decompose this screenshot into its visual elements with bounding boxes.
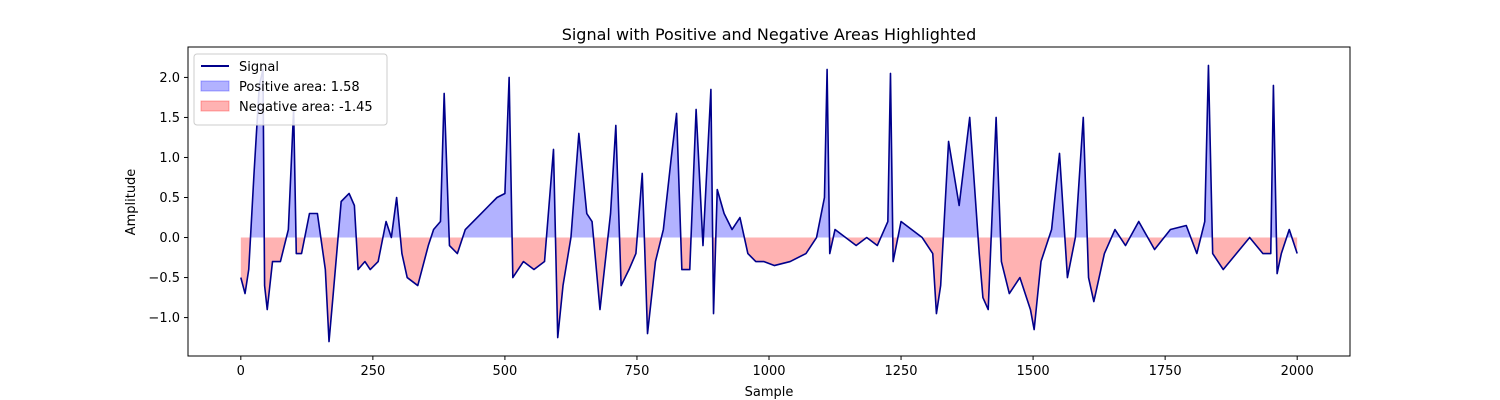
x-axis-title: Sample <box>745 385 794 400</box>
legend-positive-swatch <box>200 80 230 92</box>
x-tick-label: 1750 <box>1149 364 1182 379</box>
y-axis-title: Amplitude <box>124 169 139 236</box>
signal-line <box>240 64 1298 343</box>
signal-line-group <box>240 64 1298 343</box>
y-tick-label: 0.0 <box>159 231 180 246</box>
x-axis: 0 250 500 750 1000 1250 1500 1750 2000 <box>237 356 1314 379</box>
y-tick-label: 1.5 <box>159 111 180 126</box>
y-tick-label: 1.0 <box>159 151 180 166</box>
legend-frame <box>193 53 388 126</box>
y-tick-label: −1.0 <box>148 311 180 326</box>
positive-area-fill <box>250 65 1292 238</box>
x-tick-label: 500 <box>492 364 517 379</box>
x-tick-label: 0 <box>237 364 245 379</box>
legend-negative-swatch <box>200 100 230 112</box>
x-tick-label: 1500 <box>1017 364 1050 379</box>
x-tick-label: 1250 <box>884 364 917 379</box>
legend-positive-label: Positive area: 1.58 <box>239 80 360 95</box>
x-tick-label: 2000 <box>1281 364 1314 379</box>
negative-area-fill <box>240 237 1298 342</box>
y-tick-label: 2.0 <box>159 71 180 86</box>
y-tick-label: −0.5 <box>148 271 180 286</box>
y-tick-label: 0.5 <box>159 191 180 206</box>
legend-signal-label: Signal <box>239 60 279 75</box>
legend-negative-label: Negative area: -1.45 <box>239 100 373 115</box>
y-axis: −1.0 −0.5 0.0 0.5 1.0 1.5 2.0 <box>148 71 188 326</box>
x-tick-label: 750 <box>625 364 650 379</box>
x-tick-label: 1000 <box>752 364 785 379</box>
chart-title: Signal with Positive and Negative Areas … <box>562 25 977 44</box>
x-tick-label: 250 <box>360 364 385 379</box>
area-fills <box>240 65 1298 342</box>
legend: Signal Positive area: 1.58 Negative area… <box>193 53 388 126</box>
